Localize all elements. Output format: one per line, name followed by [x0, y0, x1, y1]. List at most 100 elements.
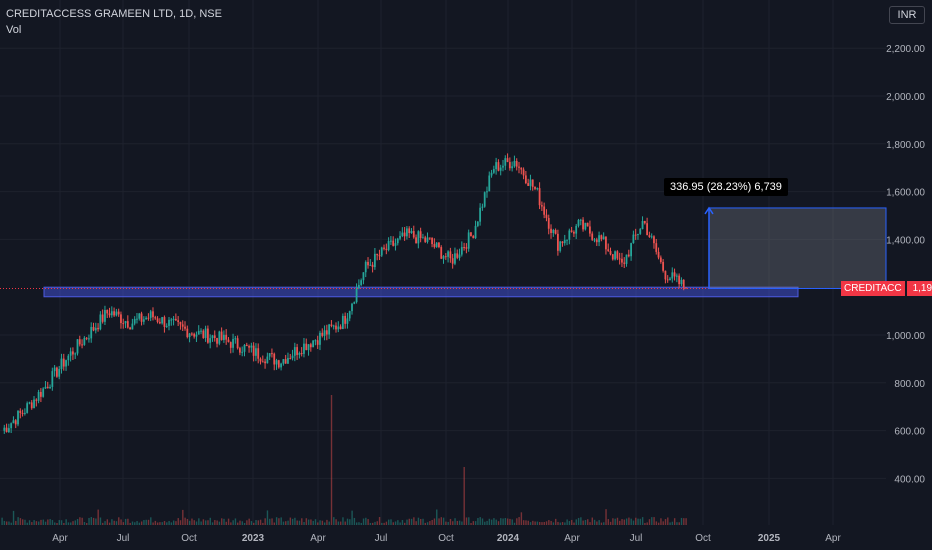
volume-bar: [296, 520, 298, 525]
volume-bar: [598, 520, 600, 525]
volume-bar: [493, 518, 495, 525]
arrow-up-icon: [704, 206, 714, 215]
volume-bar: [452, 521, 454, 525]
volume-bar: [538, 522, 541, 525]
volume-bar: [337, 521, 340, 525]
candle-body: [28, 402, 31, 404]
candle-body: [531, 179, 534, 187]
volume-bar: [239, 520, 241, 525]
volume-indicator-label[interactable]: Vol: [6, 24, 22, 36]
volume-bar: [108, 522, 111, 525]
candle-body: [131, 323, 134, 330]
volume-bar: [113, 520, 115, 525]
symbol-title: CREDITACCESS GRAMEEN LTD, 1D, NSE: [6, 8, 222, 20]
volume-bar: [429, 521, 431, 525]
volume-bar: [520, 512, 523, 525]
volume-bar: [596, 521, 598, 525]
volume-bar: [660, 518, 662, 525]
candle-body: [463, 247, 466, 249]
candle-body: [641, 220, 644, 230]
last-price-tag: CREDITACC 1,194.65: [841, 281, 932, 296]
candle-body: [268, 353, 271, 357]
candle-body: [193, 333, 196, 337]
candle-body: [486, 191, 488, 193]
candle-body: [243, 344, 246, 352]
volume-bars: [1, 395, 687, 525]
candle-body: [625, 254, 628, 264]
volume-bar: [209, 517, 211, 525]
candle-body: [3, 427, 6, 431]
volume-bar: [630, 518, 632, 525]
candle-body: [389, 240, 392, 242]
candle-body: [149, 311, 152, 318]
candle-body: [447, 251, 449, 257]
volume-bar: [589, 522, 591, 525]
candle-body: [630, 243, 632, 257]
candle-body: [618, 258, 621, 260]
candle-body: [488, 175, 491, 192]
candle-body: [426, 237, 429, 242]
candle-body: [520, 167, 523, 170]
candle-body: [399, 235, 401, 239]
candle-body: [220, 331, 223, 340]
candle-body: [627, 254, 630, 257]
candle-body: [351, 303, 353, 312]
candle-body: [341, 315, 344, 330]
volume-bar: [550, 520, 552, 525]
candle-body: [323, 330, 326, 336]
volume-bar: [323, 522, 326, 525]
candle-body: [309, 344, 312, 348]
volume-bar: [166, 522, 168, 525]
candle-body: [387, 241, 390, 250]
volume-bar: [328, 521, 330, 525]
volume-bar: [580, 517, 582, 525]
candle-body: [172, 318, 175, 320]
candle-body: [312, 340, 315, 348]
volume-bar: [184, 517, 186, 525]
volume-bar: [671, 521, 674, 525]
candle-body: [378, 255, 381, 257]
candle-body: [440, 247, 443, 259]
volume-bar: [285, 521, 287, 525]
currency-button[interactable]: INR: [889, 6, 925, 24]
price-tick-label: 1,600.00: [886, 188, 925, 199]
candle-body: [236, 338, 239, 349]
volume-bar: [641, 517, 644, 525]
candle-body: [229, 342, 232, 348]
volume-bar: [129, 522, 131, 525]
candle-body: [438, 242, 440, 248]
candle-body: [591, 233, 594, 240]
support-zone: [43, 286, 799, 298]
candle-body: [655, 243, 658, 252]
volume-bar: [639, 518, 642, 525]
candle-body: [110, 311, 113, 316]
volume-bar: [646, 522, 648, 525]
candle-body: [239, 348, 241, 353]
candle-body: [108, 313, 111, 316]
volume-bar: [410, 518, 413, 525]
candle-body: [522, 169, 525, 176]
candle-body: [206, 328, 209, 343]
price-axis: 2,200.00 2,000.00 1,800.00 1,600.00 1,400.00…: [886, 44, 925, 485]
candle-body: [234, 338, 237, 340]
time-tick-label: Apr: [52, 533, 68, 544]
volume-bar: [390, 519, 392, 525]
volume-bar: [522, 520, 525, 525]
candle-body: [611, 254, 614, 260]
candle-body: [504, 158, 507, 166]
volume-bar: [156, 522, 159, 525]
volume-bar: [362, 518, 365, 525]
candle-body: [600, 235, 603, 240]
candle-body: [458, 254, 461, 258]
candle-body: [545, 214, 548, 218]
volume-bar: [648, 519, 651, 525]
candle-body: [218, 331, 221, 344]
candle-body: [385, 248, 388, 250]
candle-body: [561, 241, 564, 244]
candle-body: [353, 302, 356, 304]
candle-body: [467, 232, 470, 249]
volume-bar: [65, 519, 67, 525]
candle-body: [325, 330, 328, 335]
